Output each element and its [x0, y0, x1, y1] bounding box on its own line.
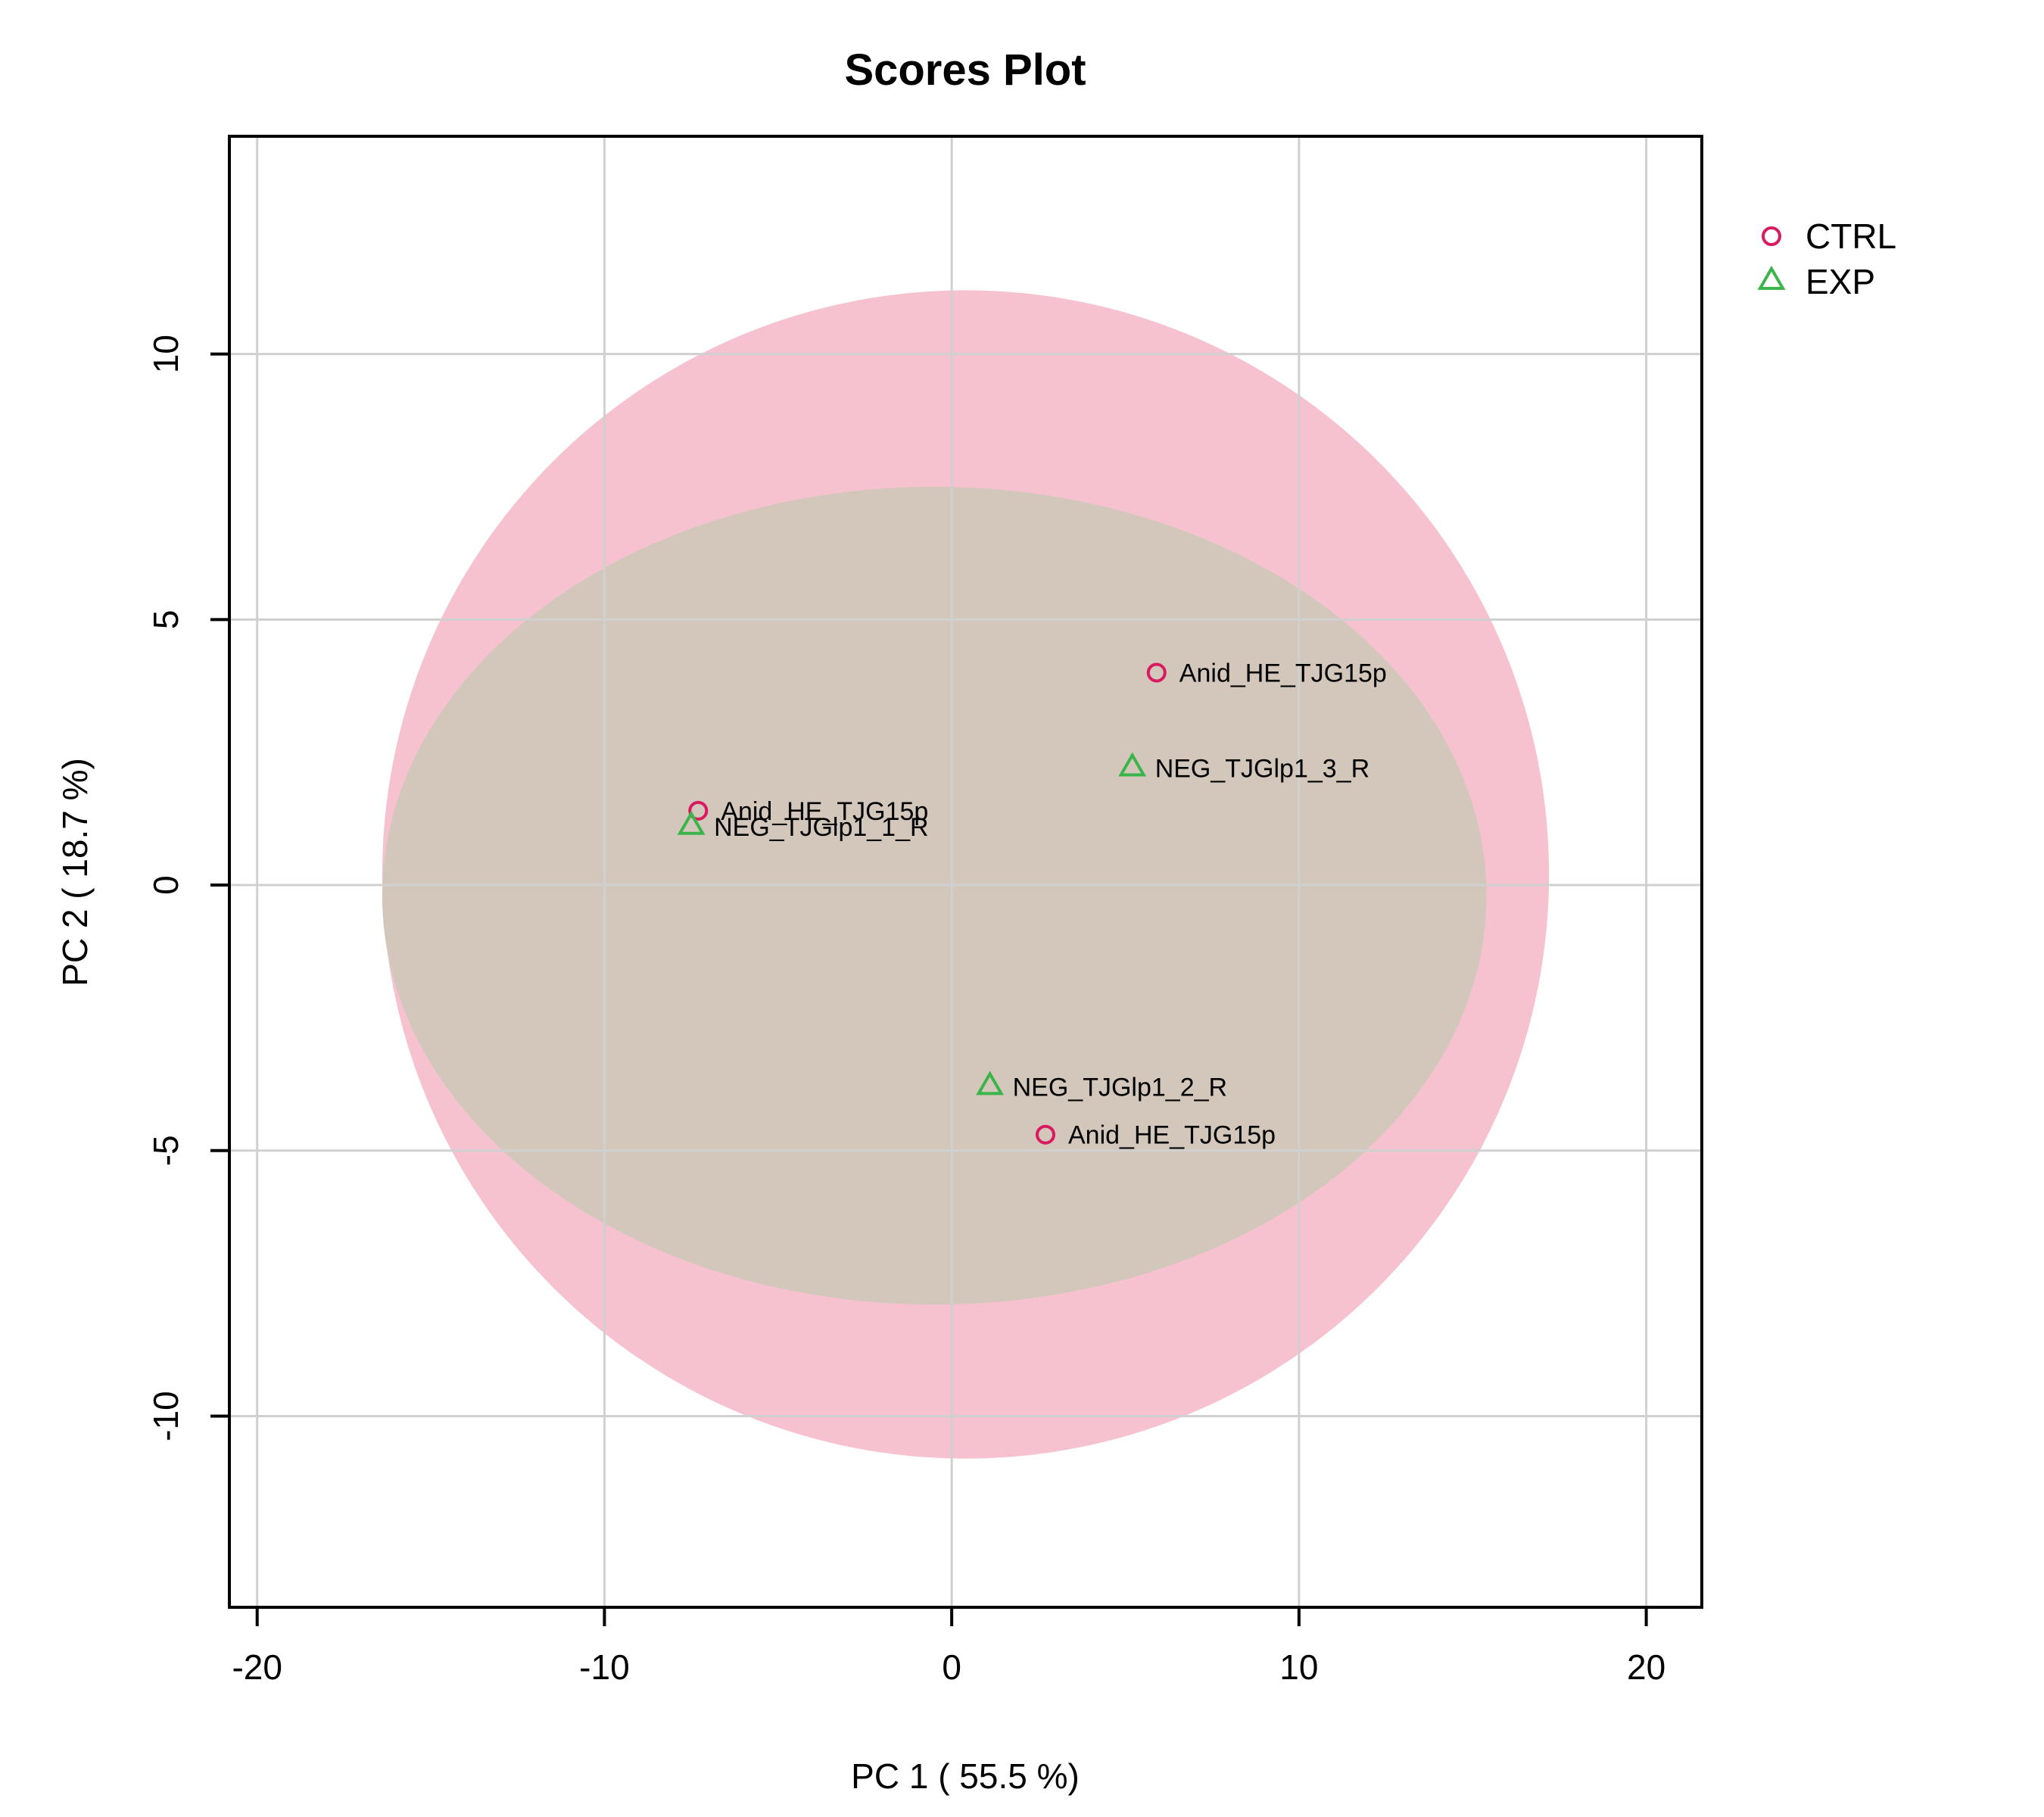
plot-frame — [228, 135, 1703, 1609]
point-label: Anid_HE_TJG15p — [1179, 659, 1387, 687]
point-marker-triangle — [976, 1071, 1005, 1095]
point-label: NEG_TJGlp1_3_R — [1155, 755, 1369, 784]
y-axis: -10 -5 0 5 10 — [146, 335, 229, 1441]
y-tick-label: 0 — [146, 875, 185, 895]
grid-lines — [229, 136, 1702, 1607]
confidence-ellipses — [382, 290, 1550, 1459]
y-tick-label: 5 — [146, 610, 185, 630]
point-marker-triangle — [1118, 752, 1147, 777]
point-label: NEG_TJGlp1_2_R — [1013, 1074, 1227, 1102]
point-label: Anid_HE_TJG15p — [1068, 1121, 1276, 1150]
x-tick-label: 10 — [1279, 1647, 1318, 1687]
point-marker-triangle — [1757, 265, 1786, 290]
x-axis-label: PC 1 ( 55.5 %) — [851, 1756, 1080, 1796]
point-label: NEG_TJGlp1_1_R — [714, 813, 928, 842]
point-marker-circle — [1762, 226, 1781, 246]
chart-title: Scores Plot — [844, 45, 1086, 95]
point-marker-circle — [688, 800, 709, 821]
x-tick-label: -20 — [232, 1647, 282, 1687]
x-tick-label: 0 — [942, 1647, 961, 1687]
y-tick-label: -10 — [146, 1391, 185, 1441]
legend: CTRL EXP — [1757, 217, 1896, 301]
y-tick-label: -5 — [146, 1135, 185, 1166]
legend-label-ctrl: CTRL — [1806, 217, 1896, 256]
data-points: Anid_HE_TJG15p Anid_HE_TJG15p Anid_HE_TJG1… — [677, 659, 1387, 1150]
x-tick-label: -10 — [579, 1647, 629, 1687]
x-tick-label: 20 — [1627, 1647, 1665, 1687]
x-axis: -20 -10 0 10 20 — [232, 1607, 1665, 1687]
point-marker-circle — [1036, 1124, 1056, 1145]
ellipse-exp — [382, 486, 1487, 1305]
point-label: Anid_HE_TJG15p — [721, 797, 928, 826]
point-marker-triangle — [677, 810, 706, 835]
y-axis-label: PC 2 ( 18.7 %) — [55, 758, 95, 986]
y-tick-label: 10 — [146, 335, 185, 373]
legend-label-exp: EXP — [1806, 262, 1875, 301]
point-marker-circle — [1146, 662, 1167, 683]
